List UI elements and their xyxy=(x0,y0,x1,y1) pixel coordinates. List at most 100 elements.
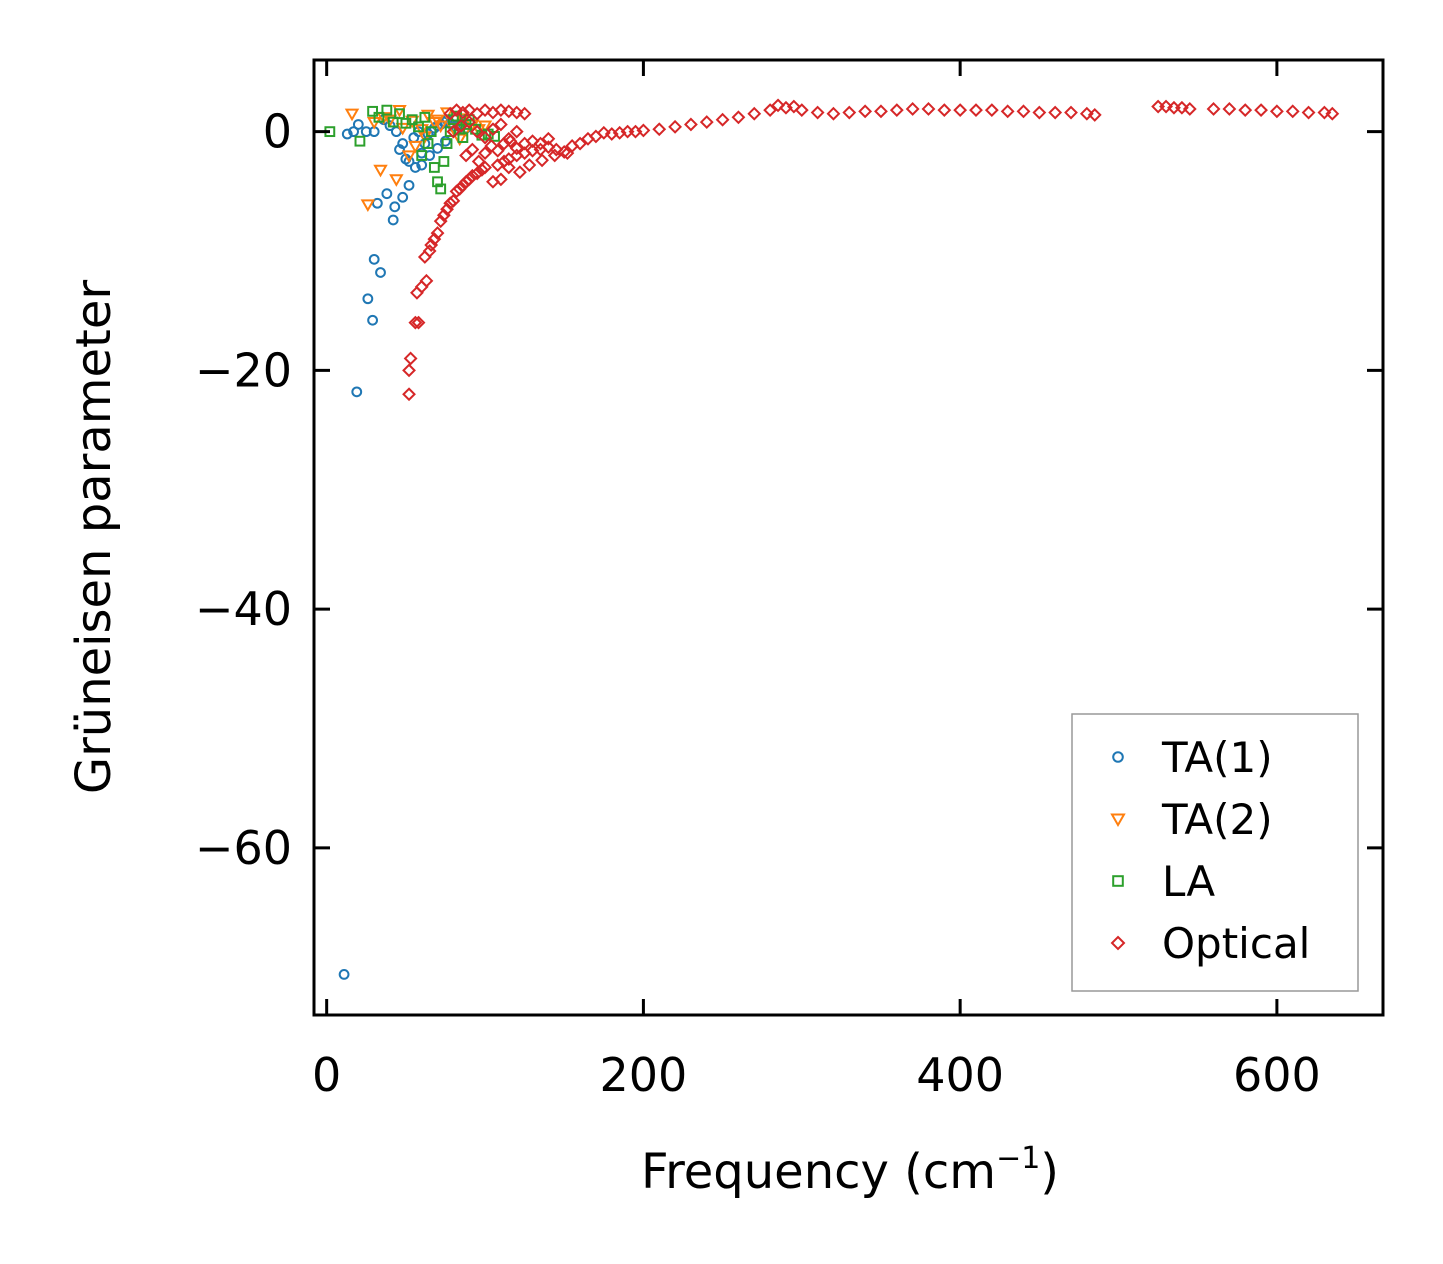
data-point xyxy=(446,124,461,139)
data-point xyxy=(395,122,410,136)
data-point xyxy=(1325,106,1340,121)
data-point xyxy=(387,116,399,128)
data-point xyxy=(535,153,549,168)
data-point xyxy=(389,174,404,187)
legend-marker xyxy=(1112,751,1124,763)
data-point xyxy=(382,114,398,128)
data-point xyxy=(1048,105,1063,120)
data-point xyxy=(547,148,562,163)
data-point xyxy=(874,104,888,119)
data-point xyxy=(397,138,409,149)
data-point xyxy=(826,106,841,121)
data-point xyxy=(387,214,399,226)
data-point xyxy=(490,143,505,158)
data-point xyxy=(1000,104,1015,119)
data-point xyxy=(373,111,385,123)
data-point xyxy=(462,172,477,187)
data-point xyxy=(501,104,516,119)
data-point xyxy=(465,142,480,157)
data-point xyxy=(786,99,801,114)
legend-label: TA(2) xyxy=(1161,795,1273,844)
data-point xyxy=(425,126,437,138)
data-point xyxy=(560,146,575,161)
y-axis-title: Grüneisen parameter xyxy=(66,280,122,795)
data-point xyxy=(1285,104,1300,119)
data-point xyxy=(367,314,378,326)
data-point xyxy=(953,103,968,118)
data-point xyxy=(1206,102,1221,116)
data-point xyxy=(401,150,417,164)
data-point xyxy=(367,105,378,117)
data-point xyxy=(747,106,762,121)
data-point xyxy=(408,132,420,143)
data-point xyxy=(338,969,350,980)
series-optical xyxy=(402,98,1340,402)
x-axis-title: Frequency (cm−1) xyxy=(641,1141,1059,1200)
data-point xyxy=(984,103,999,118)
data-point xyxy=(354,135,366,147)
data-point xyxy=(858,104,873,119)
data-point xyxy=(557,145,572,159)
data-point xyxy=(394,108,405,120)
data-point xyxy=(362,293,374,305)
data-point xyxy=(905,102,920,116)
data-point xyxy=(969,103,983,118)
x-tick-label: 600 xyxy=(1233,1048,1321,1102)
data-point xyxy=(937,103,952,118)
data-point xyxy=(497,136,511,151)
data-point xyxy=(493,172,508,187)
data-point xyxy=(1159,99,1173,114)
legend-marker xyxy=(1110,935,1126,951)
data-point xyxy=(417,131,433,144)
legend-marker xyxy=(1112,875,1124,887)
data-point xyxy=(381,104,393,116)
data-point xyxy=(413,121,424,133)
data-point xyxy=(432,142,443,154)
data-point xyxy=(402,363,416,378)
data-point xyxy=(406,114,418,126)
data-point xyxy=(420,109,436,123)
data-point xyxy=(351,386,363,398)
data-point xyxy=(596,125,611,140)
data-point xyxy=(484,139,499,153)
legend: TA(1) TA(2) LA Optical xyxy=(1071,713,1359,992)
data-point xyxy=(403,179,415,191)
y-tick-label: −20 xyxy=(195,343,292,397)
data-point xyxy=(636,123,651,138)
data-point xyxy=(509,105,524,120)
data-point xyxy=(493,103,508,118)
data-point xyxy=(470,124,485,139)
x-tick-label: 400 xyxy=(916,1048,1004,1102)
data-point xyxy=(509,141,524,156)
data-point xyxy=(533,136,548,151)
data-point xyxy=(731,110,746,125)
data-point xyxy=(652,122,667,137)
data-point xyxy=(465,168,480,183)
data-point xyxy=(430,226,445,241)
data-point xyxy=(371,197,383,209)
data-point xyxy=(430,114,445,128)
legend-item: TA(2) xyxy=(1110,795,1273,844)
data-marks xyxy=(324,98,1340,980)
data-point xyxy=(419,111,431,123)
series-ta-1 xyxy=(338,114,472,980)
legend-label: LA xyxy=(1162,857,1215,906)
data-point xyxy=(509,124,524,139)
data-point xyxy=(443,196,458,211)
data-point xyxy=(403,351,418,366)
data-point xyxy=(503,134,518,149)
data-point xyxy=(438,156,450,167)
data-point xyxy=(1238,103,1253,118)
data-point xyxy=(462,115,477,129)
data-point xyxy=(478,130,492,145)
data-point xyxy=(1222,102,1237,116)
data-point xyxy=(668,119,682,134)
x-tick-label: 0 xyxy=(312,1048,341,1102)
plot-frame xyxy=(312,58,1385,1017)
data-point xyxy=(344,108,360,122)
data-point xyxy=(763,103,778,118)
data-point xyxy=(1151,99,1166,114)
data-point xyxy=(699,115,714,129)
data-point xyxy=(441,138,453,149)
legend-item: Optical xyxy=(1110,919,1310,968)
